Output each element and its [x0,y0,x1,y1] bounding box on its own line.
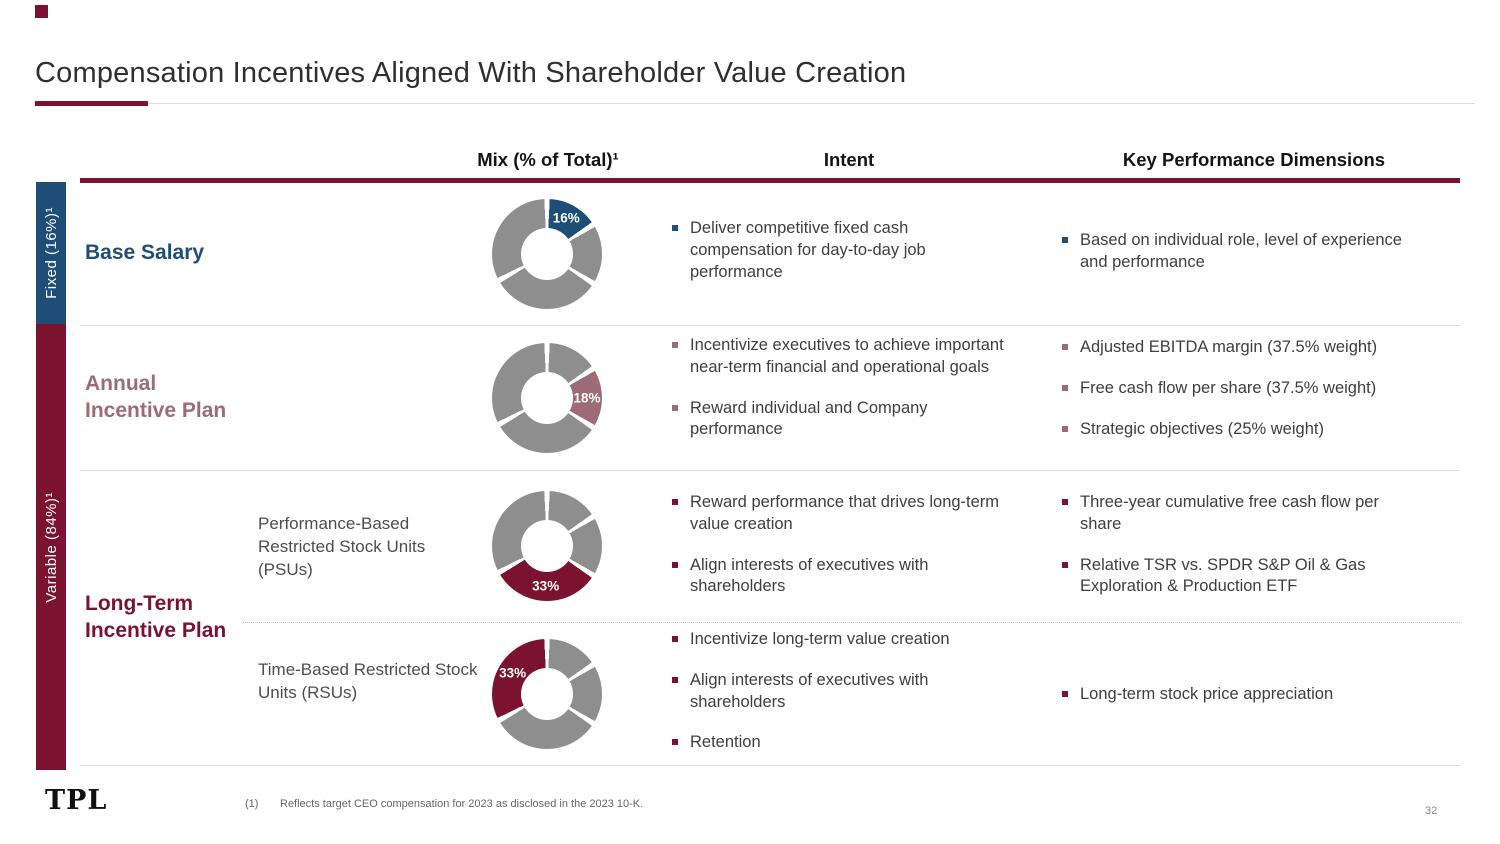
list-item: Adjusted EBITDA margin (37.5% weight) [1061,337,1460,359]
bullet-icon [1062,384,1068,391]
footnote-marker: (1) [245,798,259,810]
page-title: Compensation Incentives Aligned With Sha… [35,57,907,89]
donut-cell-rsus: 33% [480,622,665,765]
bullet-icon [1062,691,1068,697]
footnote: (1) Reflects target CEO compensation for … [245,798,643,810]
list-item: Retention [671,732,1055,754]
list-item: Based on individual role, level of exper… [1061,230,1460,274]
donut-cell-base-salary: 16% [480,182,665,325]
bullet-icon [1062,237,1068,243]
compensation-table: Base Salary 16% Deliver competitive fixe… [80,182,1460,766]
list-item: Reward performance that drives long-term… [671,492,1055,536]
footnote-text: Reflects target CEO compensation for 202… [280,798,644,810]
donut-value-label: 18% [573,390,601,405]
sidebar-variable-label: Variable (84%)¹ [42,491,60,603]
sublabel-psus: Performance-Based Restricted Stock Units… [258,514,426,580]
kpd-list-psus: Three-year cumulative free cash flow per… [1055,470,1460,622]
donut-chart-rsus: 33% [492,638,602,749]
bullet-icon [1062,499,1068,505]
row-separator [80,765,1460,766]
list-item: Free cash flow per share (37.5% weight) [1061,378,1460,400]
bullet-icon [672,676,678,683]
column-header-key-performance: Key Performance Dimensions [1122,149,1386,170]
donut-value-label: 33% [532,578,560,594]
kpd-list-rsus: Long-term stock price appreciation [1055,622,1460,765]
page-number: 32 [1425,805,1438,817]
bullet-icon [1062,344,1068,350]
intent-list-base-salary: Deliver competitive fixed cash compensat… [665,182,1055,325]
title-accent-bar [35,101,148,106]
sublabel-rsus: Time-Based Restricted Stock Units (RSUs) [258,660,478,703]
list-item: Relative TSR vs. SPDR S&P Oil & Gas Expl… [1061,555,1460,599]
row-separator [80,325,1460,326]
list-item: Align interests of executives with share… [671,555,1055,599]
kpd-list-base-salary: Based on individual role, level of exper… [1055,182,1460,325]
list-item: Incentivize executives to achieve import… [671,335,1055,379]
row-separator [80,470,1460,471]
column-header-intent: Intent [823,149,875,170]
bullet-icon [672,499,678,505]
bullet-icon [672,636,678,642]
column-header-mix: Mix (% of Total)¹ [477,149,619,170]
bullet-icon [672,739,678,746]
title-underline [35,103,1475,104]
row-label-long-term-incentive-plan: Long-Term Incentive Plan [85,592,227,642]
donut-chart-psus: 33% [492,491,602,601]
list-item: Deliver competitive fixed cash compensat… [671,218,1055,283]
list-item: Long-term stock price appreciation [1061,684,1460,706]
intent-list-psus: Reward performance that drives long-term… [665,470,1055,622]
row-label-annual-incentive-plan: Annual Incentive Plan [85,372,227,422]
donut-cell-annual-incentive: 18% [480,325,665,470]
list-item: Three-year cumulative free cash flow per… [1061,492,1460,536]
bullet-icon [672,404,678,411]
intent-list-rsus: Incentivize long-term value creation Ali… [665,622,1055,765]
row-separator-dotted [243,622,1460,623]
kpd-list-annual-incentive: Adjusted EBITDA margin (37.5% weight) Fr… [1055,325,1460,470]
bullet-icon [672,561,678,568]
list-item: Align interests of executives with share… [671,670,1055,714]
header-rule [80,178,1460,183]
donut-chart-annual-incentive: 18% [492,342,602,453]
list-item: Incentivize long-term value creation [671,629,1055,651]
bullet-icon [672,225,678,231]
bullet-icon [672,342,678,348]
company-logo: TPL [45,785,108,816]
bullet-icon [1062,561,1068,568]
sidebar-variable-band: Variable (84%)¹ [36,324,66,770]
donut-value-label: 33% [499,665,527,681]
donut-value-label: 16% [552,210,580,226]
donut-chart-base-salary: 16% [492,198,602,309]
list-item: Strategic objectives (25% weight) [1061,419,1460,441]
list-item: Reward individual and Company performanc… [671,398,1055,442]
row-label-base-salary: Base Salary [85,241,205,265]
sidebar-fixed-band: Fixed (16%)¹ [36,182,66,324]
bullet-icon [1062,425,1068,432]
corner-accent-square [35,5,48,18]
intent-list-annual-incentive: Incentivize executives to achieve import… [665,325,1055,470]
donut-cell-psus: 33% [480,470,665,622]
sidebar-fixed-label: Fixed (16%)¹ [42,207,60,299]
